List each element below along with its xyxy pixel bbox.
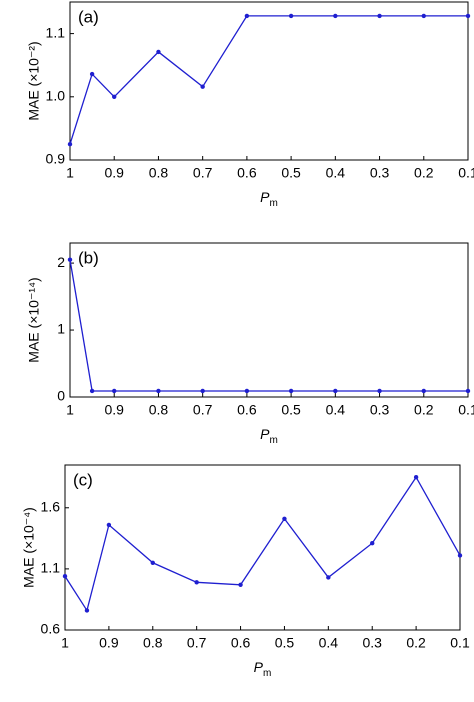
x-tick-label: 0.7 <box>193 165 213 181</box>
data-point <box>84 608 90 613</box>
data-point <box>413 475 419 480</box>
y-tick-label: 1.0 <box>46 88 66 104</box>
x-tick-label: 0.8 <box>149 165 169 181</box>
plot-frame <box>64 464 461 631</box>
x-label-sub: m <box>263 668 271 679</box>
data-point <box>333 13 338 19</box>
x-tick-label: 0.2 <box>406 635 426 651</box>
x-axis-label: Pm <box>260 189 278 209</box>
data-point <box>333 388 338 394</box>
y-tick-label: 1.6 <box>41 498 61 514</box>
x-label-sub: m <box>270 198 278 209</box>
x-tick-label: 0.6 <box>237 402 257 418</box>
x-tick-label: 0.2 <box>414 402 434 418</box>
y-axis-label: MAE (×10⁻⁴) <box>21 507 37 588</box>
data-point <box>106 522 112 528</box>
x-tick-label: 0.8 <box>143 635 163 651</box>
data-point <box>89 71 95 77</box>
x-tick-label: 0.5 <box>275 635 295 651</box>
x-tick-label: 0.6 <box>231 635 251 651</box>
data-line <box>69 15 468 145</box>
data-line <box>69 259 468 392</box>
panel-label: (a) <box>78 7 99 26</box>
data-point <box>156 49 161 55</box>
data-point <box>244 13 250 19</box>
x-tick-label: 1 <box>66 165 74 181</box>
x-tick-label: 0.7 <box>193 402 213 418</box>
x-tick-label: 0.7 <box>187 635 207 651</box>
data-point <box>194 580 199 585</box>
y-tick-label: 0 <box>57 388 65 404</box>
x-tick-label: 0.8 <box>149 402 169 418</box>
panel-label: (c) <box>73 470 93 489</box>
data-point <box>200 388 205 394</box>
x-tick-label: 0.5 <box>281 165 301 181</box>
x-tick-label: 0.4 <box>326 165 346 181</box>
x-tick-label: 0.4 <box>326 402 346 418</box>
y-tick-label: 1.1 <box>46 24 66 40</box>
y-tick-label: 1 <box>57 321 65 337</box>
x-tick-label: 1 <box>61 635 69 651</box>
x-axis-label: Pm <box>260 426 278 446</box>
x-label-sub: m <box>270 435 278 446</box>
x-tick-label: 0.5 <box>281 402 301 418</box>
data-point <box>370 541 375 546</box>
x-tick-label: 0.1 <box>458 402 474 418</box>
data-point <box>282 516 287 521</box>
x-axis-label: Pm <box>254 659 272 679</box>
x-tick-label: 0.1 <box>450 635 470 651</box>
data-point <box>421 13 426 19</box>
data-point <box>67 257 73 262</box>
data-point <box>377 388 382 394</box>
data-point <box>150 560 155 565</box>
data-point <box>112 388 117 394</box>
y-tick-label: 0.6 <box>41 621 61 637</box>
x-tick-label: 0.6 <box>237 165 257 181</box>
data-point <box>288 13 294 19</box>
data-point <box>156 388 161 394</box>
x-tick-label: 0.4 <box>319 635 339 651</box>
x-label-main: P <box>260 426 270 442</box>
data-point <box>326 575 331 580</box>
x-tick-label: 0.9 <box>104 165 124 181</box>
x-tick-label: 1 <box>66 402 74 418</box>
data-point <box>465 388 471 394</box>
x-tick-label: 0.2 <box>414 165 434 181</box>
plot-frame <box>69 242 469 398</box>
data-point <box>465 13 471 19</box>
data-point <box>62 574 68 579</box>
x-label-main: P <box>260 189 270 205</box>
data-point <box>200 84 205 89</box>
y-tick-label: 2 <box>57 254 65 270</box>
x-label-main: P <box>254 659 264 675</box>
data-point <box>244 388 250 394</box>
x-tick-label: 0.3 <box>362 635 382 651</box>
data-point <box>112 94 117 100</box>
data-point <box>421 388 426 394</box>
x-tick-label: 0.9 <box>104 402 124 418</box>
data-point <box>457 553 463 558</box>
data-line <box>64 475 461 613</box>
data-point <box>238 582 243 587</box>
y-axis-label: MAE (×10⁻¹⁴) <box>26 277 42 362</box>
x-tick-label: 0.9 <box>99 635 119 651</box>
plot-frame <box>69 1 469 161</box>
data-point <box>377 13 382 19</box>
y-axis-label: MAE (×10⁻²) <box>26 41 42 120</box>
panel-label: (b) <box>78 248 99 267</box>
y-tick-label: 0.9 <box>46 151 66 167</box>
data-point <box>67 142 73 147</box>
x-tick-label: 0.3 <box>370 165 390 181</box>
y-tick-label: 1.1 <box>41 560 61 576</box>
x-tick-label: 0.1 <box>458 165 474 181</box>
data-point <box>288 388 294 394</box>
data-point <box>89 388 95 394</box>
x-tick-label: 0.3 <box>370 402 390 418</box>
